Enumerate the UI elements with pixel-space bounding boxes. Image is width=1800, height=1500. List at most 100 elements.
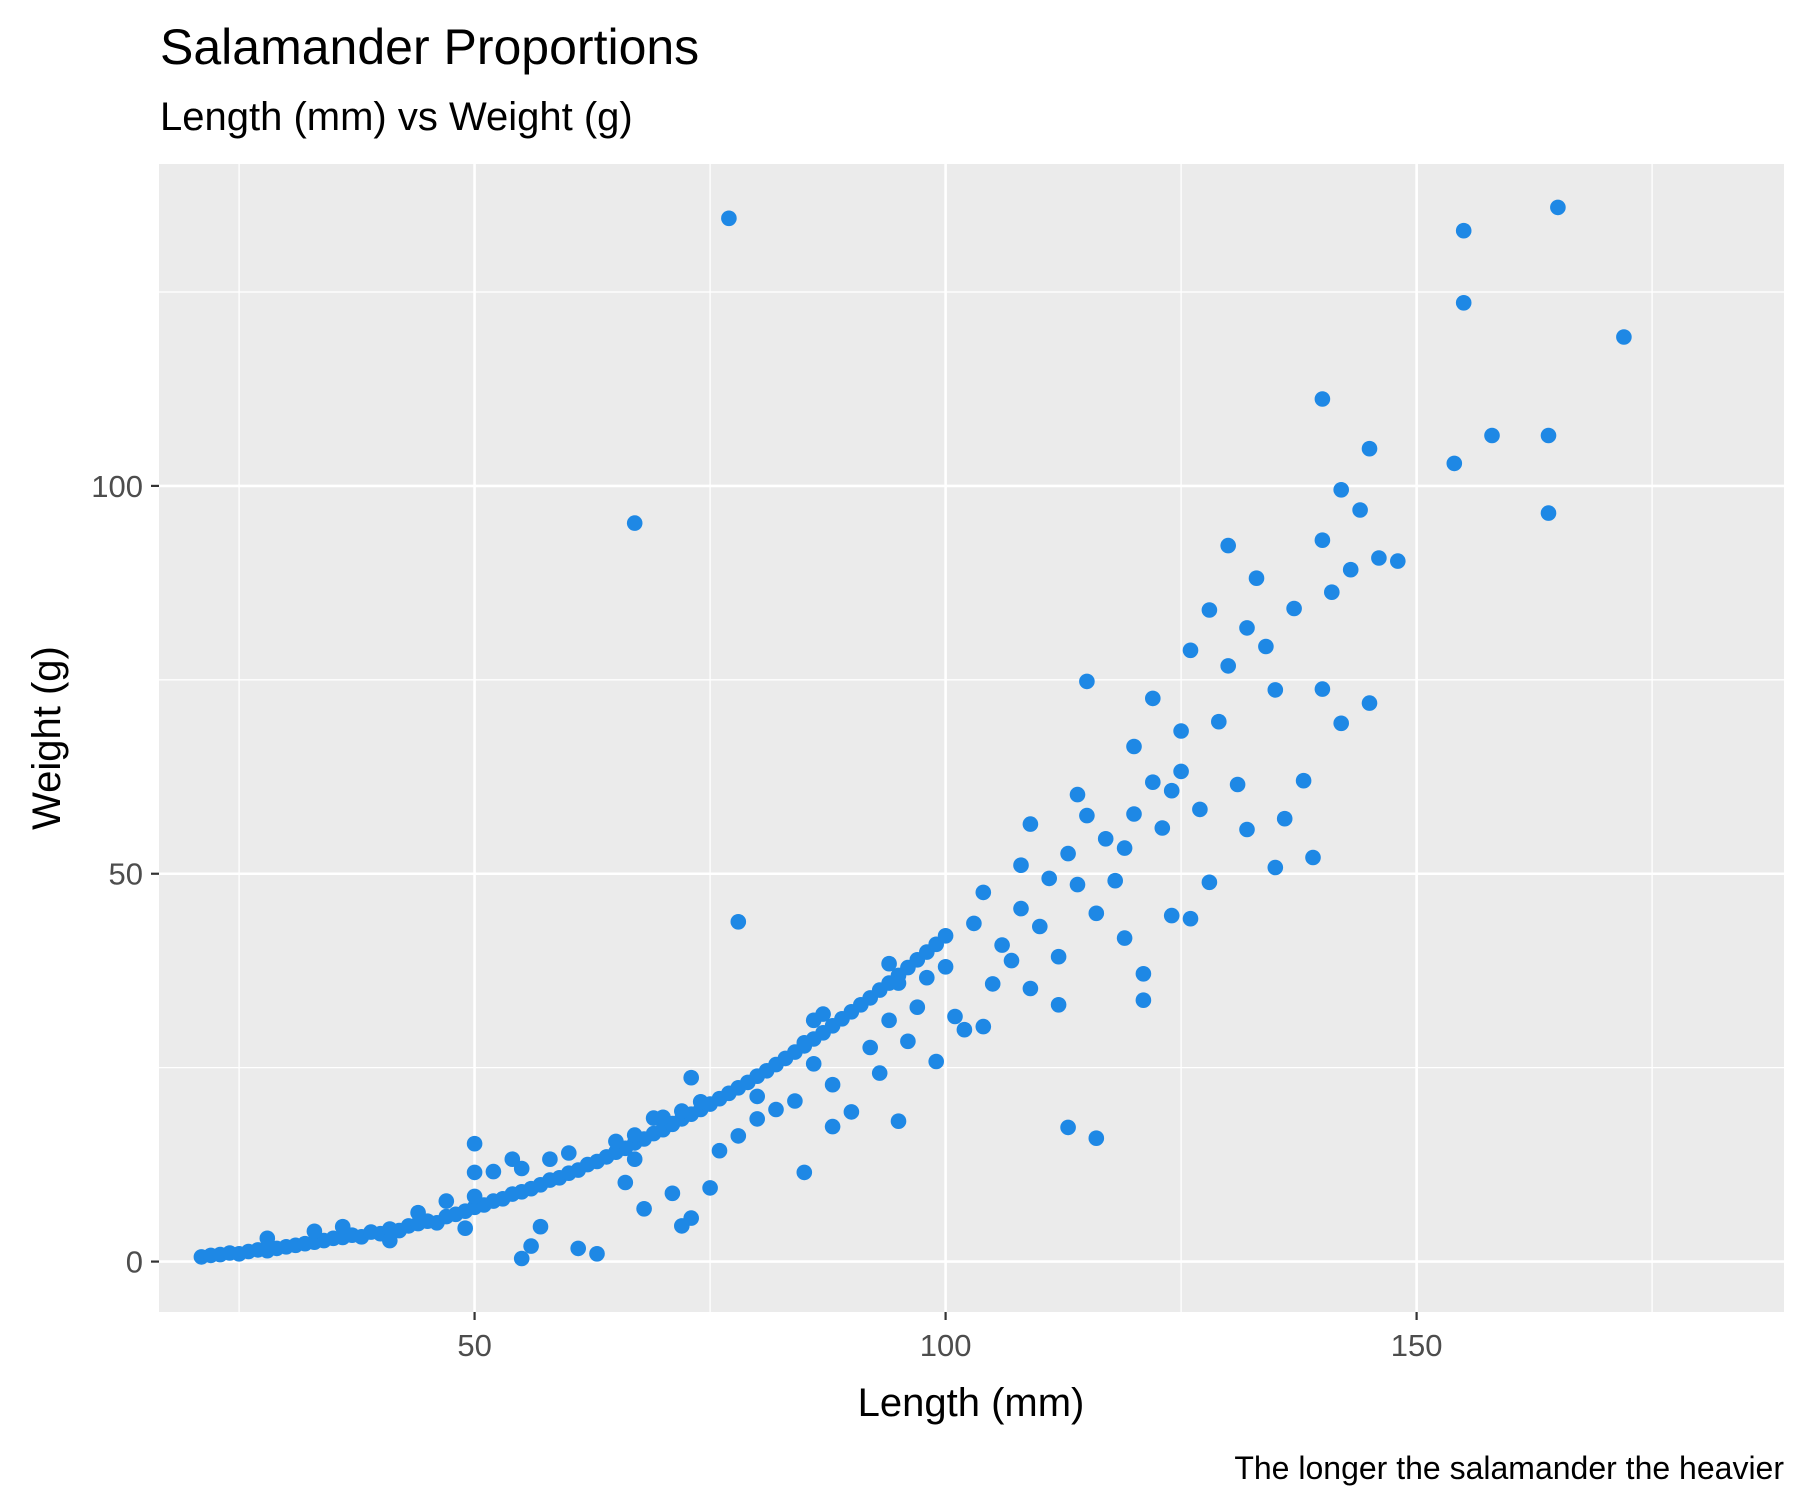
data-point [1069, 786, 1086, 803]
data-point [1258, 638, 1274, 655]
minor-gridlines [159, 164, 1784, 1312]
data-point [608, 1133, 624, 1150]
data-point [796, 1035, 813, 1051]
data-point [871, 1065, 888, 1081]
data-point [919, 969, 935, 986]
data-point [626, 515, 643, 531]
x-axis-ticks: 50 100 150 [457, 1312, 1442, 1363]
data-point [928, 1053, 944, 1070]
data-point [1239, 620, 1255, 636]
data-point [1060, 1119, 1076, 1136]
data-point [1371, 550, 1387, 566]
data-point [1267, 859, 1284, 876]
data-point [1305, 849, 1321, 866]
data-point [1079, 807, 1095, 824]
data-point [1211, 713, 1227, 730]
data-point [1267, 682, 1284, 698]
data-point [626, 1151, 643, 1167]
data-point [994, 937, 1010, 953]
data-point [1446, 455, 1463, 472]
data-point [561, 1145, 577, 1161]
data-point [1361, 695, 1378, 711]
data-point [589, 1246, 605, 1262]
data-point [1050, 948, 1067, 965]
data-point [485, 1163, 502, 1180]
data-point [466, 1164, 483, 1181]
data-point [457, 1220, 474, 1236]
data-point [1540, 505, 1557, 521]
data-point [466, 1135, 483, 1152]
data-point [730, 1128, 747, 1144]
data-point [664, 1185, 681, 1202]
data-point [862, 1039, 878, 1056]
data-point [1107, 872, 1123, 889]
chart-subtitle: Length (mm) vs Weight (g) [160, 95, 633, 139]
data-point [1060, 845, 1076, 862]
data-point [1116, 840, 1133, 856]
data-point [1145, 774, 1161, 790]
data-point [1135, 992, 1152, 1008]
y-axis-label: Weight (g) [25, 646, 69, 830]
data-point [1182, 642, 1199, 659]
data-point [1097, 831, 1114, 847]
data-point [1126, 806, 1142, 822]
data-point [1013, 857, 1029, 873]
data-point [1126, 738, 1142, 755]
y-tick-label: 0 [126, 1245, 143, 1280]
data-point [1352, 502, 1368, 518]
data-point [711, 1142, 728, 1159]
x-tick-label: 50 [457, 1328, 491, 1363]
data-point [410, 1204, 426, 1221]
y-axis-ticks: 0 50 100 [91, 469, 159, 1280]
data-point [1484, 427, 1500, 444]
data-point [617, 1174, 634, 1191]
data-point [1239, 821, 1255, 838]
data-point [975, 1018, 992, 1035]
plot-panel [159, 164, 1784, 1312]
x-tick-label: 100 [920, 1328, 972, 1363]
data-point [900, 1033, 916, 1050]
data-points [193, 199, 1632, 1267]
data-point [683, 1069, 699, 1086]
data-point [1616, 329, 1632, 345]
chart-title: Salamander Proportions [160, 19, 699, 75]
data-point [1022, 816, 1039, 832]
data-point [1455, 222, 1472, 239]
data-point [532, 1218, 549, 1235]
data-point [1220, 658, 1236, 674]
data-point [1295, 772, 1312, 789]
data-point [1135, 966, 1152, 982]
data-point [787, 1093, 803, 1109]
chart-caption: The longer the salamander the heavier [1234, 1450, 1784, 1486]
data-point [1314, 532, 1331, 548]
data-point [721, 210, 737, 227]
data-point [1286, 600, 1302, 617]
y-tick-label: 50 [109, 857, 143, 892]
data-point [768, 1101, 784, 1118]
data-point [796, 1164, 813, 1181]
data-point [1182, 910, 1199, 927]
data-point [1041, 870, 1057, 887]
data-point [1455, 295, 1472, 311]
data-point [513, 1160, 530, 1177]
data-point [824, 1118, 841, 1135]
data-point [570, 1240, 586, 1257]
data-point [749, 1111, 765, 1127]
y-tick-label: 100 [91, 469, 143, 504]
data-point [683, 1210, 699, 1226]
data-point [1013, 900, 1029, 917]
data-point [1333, 715, 1349, 732]
data-point [937, 959, 954, 975]
data-point [881, 955, 897, 972]
data-point [975, 884, 992, 901]
data-point [466, 1188, 483, 1205]
data-point [1192, 801, 1208, 818]
data-point [1361, 440, 1378, 457]
data-point [843, 1104, 860, 1120]
data-point [815, 1006, 831, 1022]
data-point [1540, 427, 1557, 444]
data-point [1220, 537, 1236, 554]
data-point [1248, 570, 1265, 586]
data-point [1550, 199, 1566, 216]
data-point [890, 1113, 907, 1129]
